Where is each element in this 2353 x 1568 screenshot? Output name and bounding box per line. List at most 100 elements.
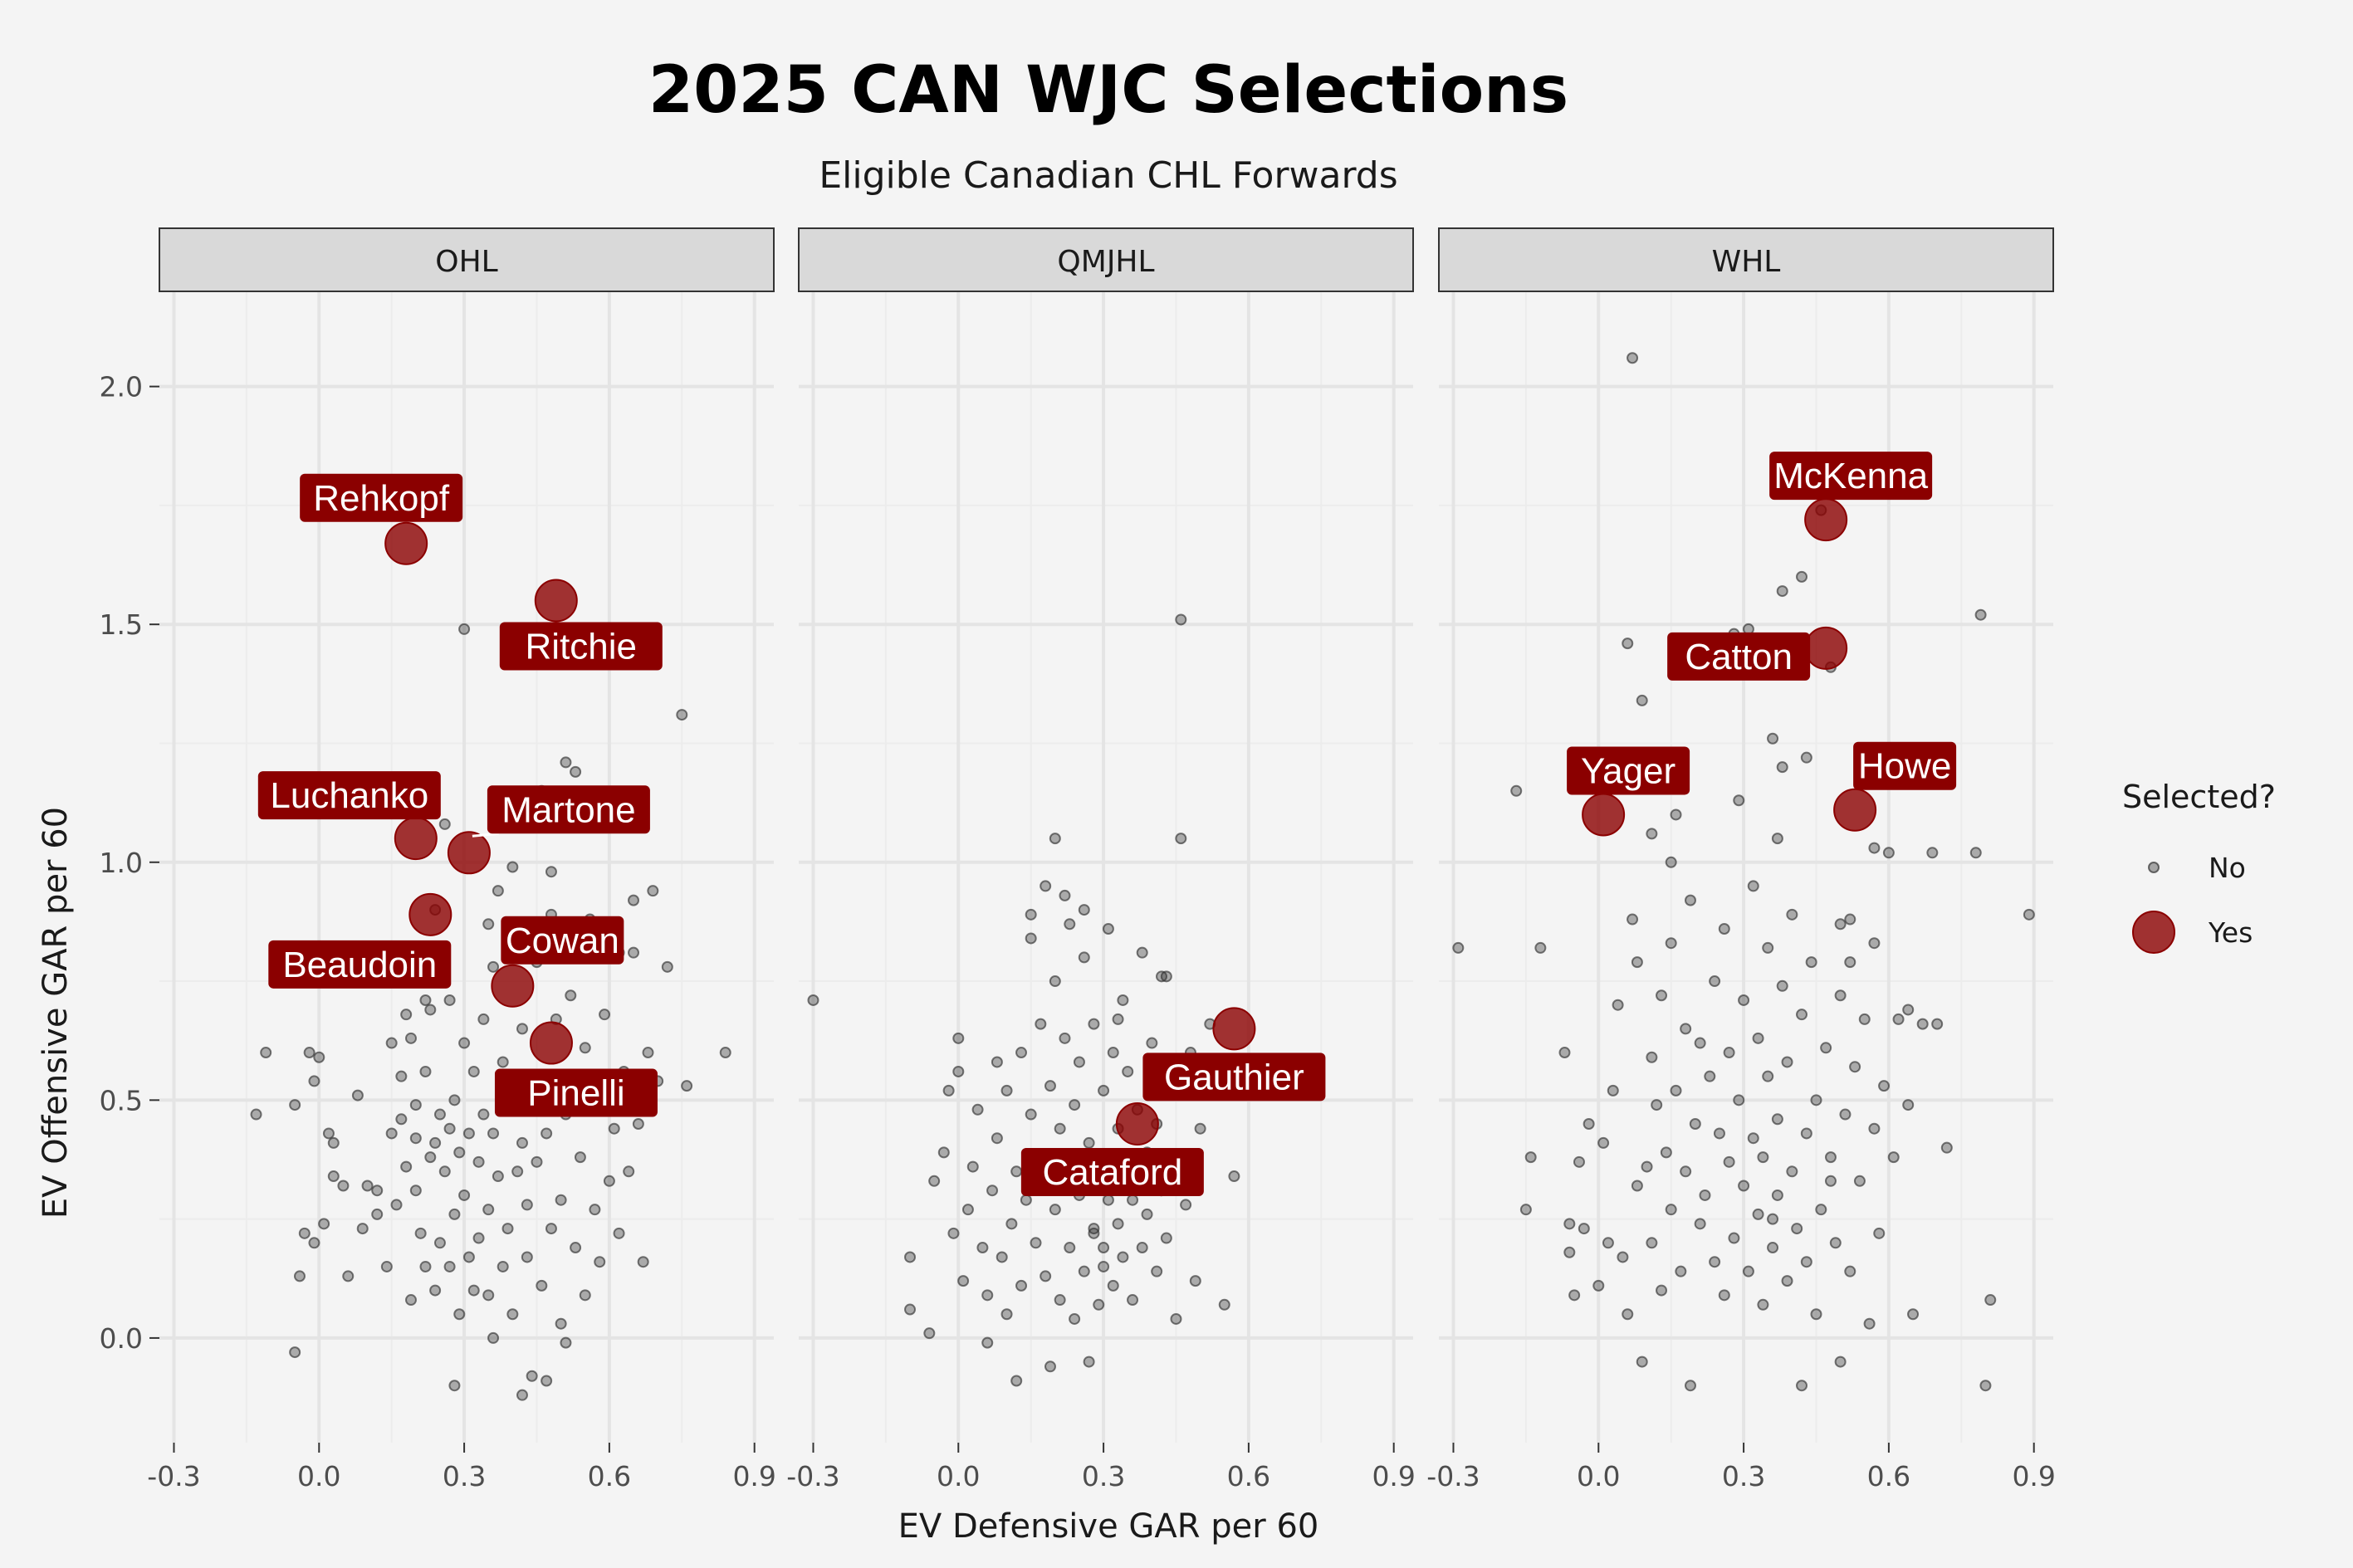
data-point-selected [1212, 1007, 1256, 1051]
data-point-not-selected [371, 1208, 384, 1220]
data-point-not-selected [1098, 1242, 1110, 1254]
data-point-not-selected [1117, 994, 1129, 1006]
data-point-not-selected [289, 1099, 301, 1111]
data-point-not-selected [1704, 1070, 1716, 1082]
data-point-not-selected [1107, 1047, 1119, 1059]
data-point-not-selected [570, 1242, 582, 1254]
y-tick-label: 1.5 [100, 608, 143, 641]
data-point-not-selected [342, 1270, 355, 1282]
data-point-not-selected [404, 1294, 417, 1307]
data-point-not-selected [1786, 908, 1798, 921]
data-point-selected [1804, 498, 1848, 542]
panel-background [1439, 291, 2053, 1443]
data-point-not-selected [482, 1289, 495, 1302]
data-point-not-selected [467, 1065, 480, 1077]
data-point-not-selected [986, 1185, 999, 1197]
data-point-not-selected [1112, 1013, 1124, 1025]
data-point-not-selected [404, 1032, 417, 1044]
data-point-not-selected [487, 960, 500, 973]
data-point-not-selected [448, 1094, 461, 1106]
data-point-not-selected [1902, 1004, 1915, 1016]
data-point-not-selected [661, 960, 673, 973]
data-point-not-selected [966, 1160, 979, 1173]
data-point-not-selected [1878, 1080, 1891, 1092]
data-point-not-selected [526, 1370, 538, 1382]
data-point-not-selected [1684, 894, 1696, 906]
data-point-not-selected [1636, 694, 1648, 706]
data-point-not-selected [1684, 1380, 1696, 1392]
data-point-not-selected [1078, 904, 1090, 916]
data-point-not-selected [637, 1256, 649, 1268]
data-point-not-selected [1752, 1032, 1764, 1044]
data-point-not-selected [1622, 1308, 1634, 1321]
data-point-not-selected [1054, 1294, 1066, 1307]
data-point-not-selected [1136, 946, 1148, 959]
data-point-not-selected [1887, 1151, 1900, 1164]
data-point-not-selected [433, 1237, 446, 1249]
data-point-not-selected [560, 756, 572, 769]
data-point-not-selected [1078, 951, 1090, 964]
data-point-not-selected [448, 1380, 461, 1392]
data-point-not-selected [904, 1251, 917, 1263]
data-point-not-selected [952, 1065, 965, 1077]
data-point-not-selected [1907, 1308, 1920, 1321]
data-point-not-selected [1175, 613, 1187, 626]
data-point-not-selected [1631, 956, 1643, 969]
data-point-not-selected [467, 1284, 480, 1297]
x-tick-label: 0.3 [443, 1460, 486, 1492]
data-point-not-selected [318, 1218, 330, 1230]
data-point-not-selected [1218, 1298, 1230, 1311]
data-point-not-selected [1863, 1317, 1876, 1330]
data-point-not-selected [303, 1047, 316, 1059]
facet-panel-qmjhl: QMJHL -0.3 0.0 0.3 0.6 0.9 Gauthier Cataford [786, 227, 1416, 1492]
data-point-not-selected [1093, 1298, 1105, 1311]
data-point-not-selected [458, 623, 471, 635]
data-point-not-selected [1156, 970, 1168, 983]
data-point-not-selected [516, 1389, 529, 1401]
facet-panels: OHL -0.3 0.0 0.3 0.6 0.9 0.0 0.5 1.0 1.5 2.0 Rehkop… [100, 227, 2056, 1492]
data-point-not-selected [414, 1227, 427, 1239]
data-point-not-selected [1709, 975, 1721, 988]
data-point-not-selected [1728, 1232, 1740, 1244]
data-point-not-selected [1844, 956, 1856, 969]
data-point-not-selected [599, 1009, 611, 1021]
data-point-not-selected [511, 1165, 524, 1178]
data-point-not-selected [976, 1242, 989, 1254]
player-label: Howe [1858, 746, 1952, 787]
data-point-not-selected [1151, 1265, 1163, 1277]
data-point-not-selected [351, 1089, 364, 1102]
data-point-not-selected [1820, 1042, 1832, 1054]
data-point-not-selected [613, 1227, 625, 1239]
player-label: Martone [501, 789, 635, 830]
data-point-not-selected [1170, 1312, 1182, 1325]
data-point-not-selected [536, 1279, 548, 1292]
data-point-not-selected [443, 994, 456, 1006]
data-point-not-selected [1656, 989, 1668, 1002]
data-point-not-selected [1926, 847, 1939, 859]
data-point-not-selected [623, 1165, 635, 1178]
data-point-not-selected [1631, 1180, 1643, 1192]
data-point-not-selected [1834, 918, 1847, 931]
data-point-not-selected [429, 1284, 442, 1297]
data-point-not-selected [1646, 1237, 1658, 1249]
facet-strip [1438, 227, 2054, 292]
x-tick-label: 0.3 [1722, 1460, 1765, 1492]
facet-strip-label: OHL [435, 245, 497, 279]
data-point-not-selected [1771, 1189, 1783, 1201]
data-point-not-selected [395, 1113, 408, 1126]
data-point-not-selected [1868, 1122, 1881, 1135]
data-point-not-selected [1680, 1165, 1692, 1178]
x-tick-label: 0.0 [1577, 1460, 1620, 1492]
data-point-not-selected [555, 1317, 567, 1330]
data-point-not-selected [433, 1108, 446, 1121]
data-point-not-selected [506, 861, 519, 873]
player-label-box [1020, 1147, 1204, 1196]
data-point-not-selected [1713, 1127, 1725, 1140]
data-point-not-selected [337, 1180, 350, 1192]
data-point-not-selected [1563, 1246, 1576, 1258]
data-point-not-selected [628, 894, 640, 906]
data-point-not-selected [419, 1065, 432, 1077]
data-point-not-selected [1000, 1084, 1013, 1097]
data-point-not-selected [1660, 1146, 1672, 1159]
data-point-not-selected [1107, 1279, 1119, 1292]
